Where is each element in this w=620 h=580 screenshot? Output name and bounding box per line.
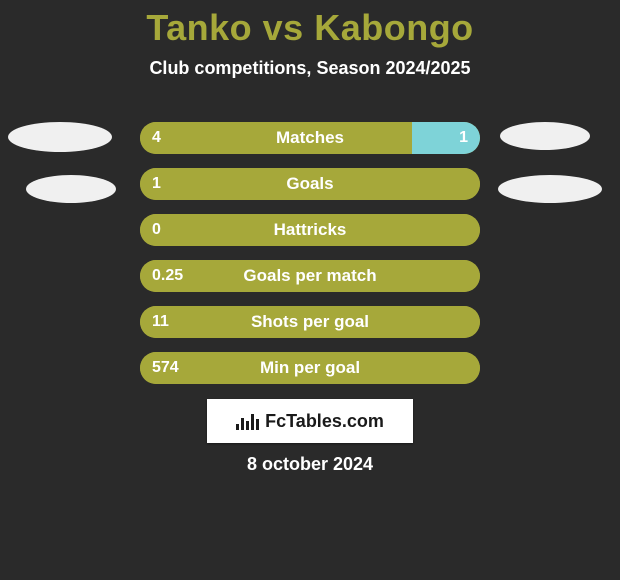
stat-bar-left-value: 1 — [152, 168, 161, 200]
bar-chart-icon — [236, 412, 259, 430]
stat-bar-label: Goals — [140, 168, 480, 200]
brand-badge: FcTables.com — [207, 399, 413, 443]
date-label: 8 october 2024 — [0, 454, 620, 475]
page-title: Tanko vs Kabongo — [0, 0, 620, 48]
player-shadow-ellipse — [500, 122, 590, 150]
stat-bar-right-value: 1 — [459, 122, 468, 154]
player-shadow-ellipse — [8, 122, 112, 152]
player-shadow-ellipse — [498, 175, 602, 203]
brand-label: FcTables.com — [265, 411, 384, 432]
player-shadow-ellipse — [26, 175, 116, 203]
stat-bar-label: Matches — [140, 122, 480, 154]
stat-bar: Matches4 1 — [140, 122, 480, 154]
stat-bar: Hattricks0 — [140, 214, 480, 246]
comparison-card: Tanko vs Kabongo Club competitions, Seas… — [0, 0, 620, 580]
stat-bar-label: Shots per goal — [140, 306, 480, 338]
stat-bar-left-value: 11 — [152, 306, 169, 338]
stat-bar: Shots per goal11 — [140, 306, 480, 338]
comparison-bars: Matches41Goals1Hattricks0Goals per match… — [140, 122, 480, 384]
stat-bar: Goals1 — [140, 168, 480, 200]
subtitle: Club competitions, Season 2024/2025 — [0, 58, 620, 79]
stat-bar-left-value: 574 — [152, 352, 179, 384]
stat-bar-left-value: 0 — [152, 214, 161, 246]
stat-bar-left-value: 0.25 — [152, 260, 183, 292]
stat-bar-left-value: 4 — [152, 122, 161, 154]
stat-bar: Min per goal574 — [140, 352, 480, 384]
stat-bar-label: Hattricks — [140, 214, 480, 246]
stat-bar: Goals per match0.25 — [140, 260, 480, 292]
stat-bar-label: Min per goal — [140, 352, 480, 384]
stat-bar-label: Goals per match — [140, 260, 480, 292]
